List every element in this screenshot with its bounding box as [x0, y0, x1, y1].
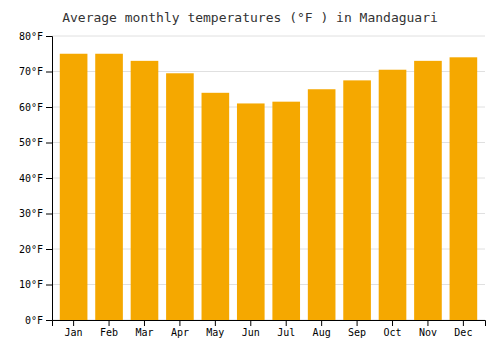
x-tick-label: Jun	[242, 327, 260, 338]
bar	[272, 102, 300, 320]
x-tick-mark	[144, 320, 145, 326]
bar	[379, 70, 407, 320]
x-tick-mark	[179, 320, 180, 326]
grid	[52, 36, 485, 320]
plot: Jan Feb Mar Apr May Jun Jul Aug Sep Oct Nov Dec 0°F 1…	[19, 31, 486, 338]
x-tick: Jul	[277, 320, 295, 338]
y-tick: 50°F	[19, 137, 52, 148]
x-axis: Jan Feb Mar Apr May Jun Jul Aug Sep Oct Nov Dec	[53, 320, 486, 338]
y-tick-label: 40°F	[19, 173, 43, 184]
x-tick-label: Jul	[277, 327, 295, 338]
x-tick: Nov	[419, 320, 437, 338]
x-tick-mark	[109, 320, 110, 326]
x-tick: Apr	[171, 320, 189, 338]
bar	[237, 103, 265, 320]
x-tick-label: Feb	[100, 327, 118, 338]
bar	[60, 54, 88, 320]
y-tick-label: 60°F	[19, 102, 43, 113]
x-tick: Mar	[135, 320, 153, 338]
y-tick-mark	[46, 72, 52, 73]
y-tick-mark	[46, 143, 52, 144]
x-tick-label: Dec	[454, 327, 472, 338]
y-tick-label: 30°F	[19, 208, 43, 219]
y-tick-mark	[46, 285, 52, 286]
bar	[95, 54, 123, 320]
y-axis-line	[46, 37, 53, 321]
y-tick: 80°F	[19, 31, 52, 42]
x-tick: May	[206, 320, 224, 338]
y-tick-mark	[46, 107, 52, 108]
y-tick: 40°F	[19, 173, 52, 184]
bars	[60, 54, 477, 320]
x-tick: Jun	[242, 320, 260, 338]
x-tick-label: May	[206, 327, 224, 338]
x-tick-mark	[357, 320, 358, 326]
title: Average monthly temperatures (°F ) in Ma…	[62, 10, 438, 25]
x-tick-label: Oct	[383, 327, 401, 338]
x-tick-mark	[463, 320, 464, 326]
x-tick-mark	[250, 320, 251, 326]
y-tick-mark	[46, 36, 52, 37]
bar	[343, 80, 371, 320]
y-tick: 10°F	[19, 279, 52, 290]
grid-line	[52, 36, 485, 37]
x-tick: Jan	[65, 320, 83, 338]
y-tick-label: 80°F	[19, 31, 43, 42]
x-tick-label: Jan	[65, 327, 83, 338]
x-axis-line	[53, 321, 486, 327]
x-tick: Oct	[383, 320, 401, 338]
y-tick: 0°F	[25, 315, 52, 326]
x-tick-label: Sep	[348, 327, 366, 338]
y-tick-label: 70°F	[19, 66, 43, 77]
bar	[308, 89, 336, 320]
bar	[202, 93, 230, 320]
bar	[450, 57, 478, 320]
x-tick: Sep	[348, 320, 366, 338]
bar	[166, 73, 194, 320]
x-tick-label: Mar	[135, 327, 153, 338]
x-tick: Feb	[100, 320, 118, 338]
y-tick-label: 10°F	[19, 279, 43, 290]
x-tick-mark	[392, 320, 393, 326]
y-tick: 20°F	[19, 244, 52, 255]
y-tick-label: 50°F	[19, 137, 43, 148]
x-tick-mark	[427, 320, 428, 326]
x-tick-mark	[286, 320, 287, 326]
y-tick-mark	[46, 178, 52, 179]
y-tick: 60°F	[19, 102, 52, 113]
y-tick-mark	[46, 320, 52, 321]
chart: Average monthly temperatures (°F ) in Ma…	[0, 0, 500, 350]
x-tick-label: Aug	[313, 327, 331, 338]
y-tick: 70°F	[19, 66, 52, 77]
y-tick-mark	[46, 249, 52, 250]
x-tick-label: Nov	[419, 327, 437, 338]
bar	[414, 61, 442, 320]
x-tick: Aug	[313, 320, 331, 338]
y-tick-label: 20°F	[19, 244, 43, 255]
bar	[131, 61, 159, 320]
x-tick-mark	[321, 320, 322, 326]
y-tick: 30°F	[19, 208, 52, 219]
x-tick-label: Apr	[171, 327, 189, 338]
x-tick: Dec	[454, 320, 472, 338]
y-axis: 0°F 10°F 20°F 30°F 40°F 50°F 60°F 70°F 80°F	[19, 31, 53, 326]
y-tick-mark	[46, 214, 52, 215]
x-tick-mark	[73, 320, 74, 326]
x-tick-mark	[215, 320, 216, 326]
y-tick-label: 0°F	[25, 315, 43, 326]
